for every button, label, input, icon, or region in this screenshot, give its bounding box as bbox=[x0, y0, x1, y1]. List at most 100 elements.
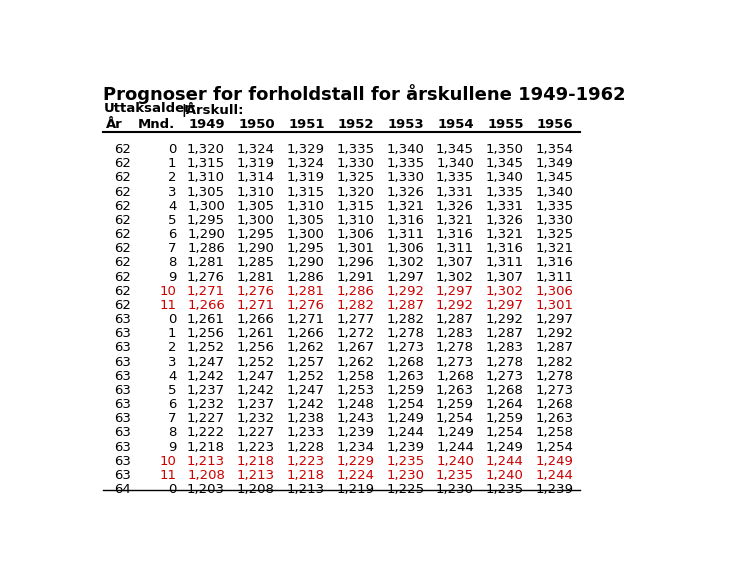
Text: 1,340: 1,340 bbox=[536, 186, 574, 199]
Text: 1,301: 1,301 bbox=[336, 242, 374, 255]
Text: 1952: 1952 bbox=[338, 118, 374, 131]
Text: |Årskull:: |Årskull: bbox=[181, 102, 243, 117]
Text: 1,237: 1,237 bbox=[187, 384, 225, 397]
Text: 1,290: 1,290 bbox=[187, 228, 225, 241]
Text: 1,297: 1,297 bbox=[386, 270, 424, 284]
Text: 1,256: 1,256 bbox=[237, 342, 275, 354]
Text: 1,330: 1,330 bbox=[386, 172, 424, 185]
Text: 1,281: 1,281 bbox=[187, 256, 225, 269]
Text: 1,276: 1,276 bbox=[237, 285, 275, 298]
Text: 63: 63 bbox=[114, 384, 131, 397]
Text: 2: 2 bbox=[168, 342, 176, 354]
Text: 1,234: 1,234 bbox=[336, 440, 374, 454]
Text: 1,316: 1,316 bbox=[386, 214, 424, 227]
Text: 1,335: 1,335 bbox=[485, 186, 524, 199]
Text: 1,272: 1,272 bbox=[336, 327, 374, 340]
Text: 1955: 1955 bbox=[488, 118, 524, 131]
Text: 1,223: 1,223 bbox=[237, 440, 275, 454]
Text: 1,247: 1,247 bbox=[237, 370, 275, 383]
Text: 1,271: 1,271 bbox=[237, 299, 275, 312]
Text: 1,315: 1,315 bbox=[287, 186, 324, 199]
Text: 1,249: 1,249 bbox=[386, 412, 424, 425]
Text: 1,273: 1,273 bbox=[535, 384, 574, 397]
Text: 1,282: 1,282 bbox=[536, 356, 574, 369]
Text: 5: 5 bbox=[168, 214, 176, 227]
Text: 1,232: 1,232 bbox=[187, 398, 225, 411]
Text: 1,218: 1,218 bbox=[287, 469, 324, 482]
Text: 1,340: 1,340 bbox=[436, 157, 474, 171]
Text: 1,296: 1,296 bbox=[336, 256, 374, 269]
Text: 1,345: 1,345 bbox=[536, 172, 574, 185]
Text: 1,305: 1,305 bbox=[187, 186, 225, 199]
Text: 62: 62 bbox=[114, 186, 131, 199]
Text: 1,330: 1,330 bbox=[336, 157, 374, 171]
Text: 1,290: 1,290 bbox=[237, 242, 275, 255]
Text: 1,267: 1,267 bbox=[336, 342, 374, 354]
Text: 1,314: 1,314 bbox=[237, 172, 275, 185]
Text: 1,268: 1,268 bbox=[536, 398, 574, 411]
Text: 64: 64 bbox=[114, 483, 131, 496]
Text: 1,278: 1,278 bbox=[486, 356, 524, 369]
Text: 1,311: 1,311 bbox=[386, 228, 424, 241]
Text: 1,295: 1,295 bbox=[237, 228, 275, 241]
Text: 1,252: 1,252 bbox=[237, 356, 275, 369]
Text: 1,311: 1,311 bbox=[535, 270, 574, 284]
Text: 1,249: 1,249 bbox=[486, 440, 524, 454]
Text: 63: 63 bbox=[114, 356, 131, 369]
Text: 1,208: 1,208 bbox=[237, 483, 275, 496]
Text: 1,228: 1,228 bbox=[287, 440, 324, 454]
Text: Prognoser for forholdstall for årskullene 1949-1962: Prognoser for forholdstall for årskullen… bbox=[104, 84, 626, 103]
Text: 1,237: 1,237 bbox=[237, 398, 275, 411]
Text: 1,321: 1,321 bbox=[436, 214, 474, 227]
Text: 1,311: 1,311 bbox=[436, 242, 474, 255]
Text: 1,242: 1,242 bbox=[187, 370, 225, 383]
Text: 62: 62 bbox=[114, 228, 131, 241]
Text: 1,306: 1,306 bbox=[386, 242, 424, 255]
Text: 1,295: 1,295 bbox=[287, 242, 324, 255]
Text: 1,230: 1,230 bbox=[436, 483, 474, 496]
Text: 1,326: 1,326 bbox=[386, 186, 424, 199]
Text: 1,243: 1,243 bbox=[336, 412, 374, 425]
Text: 1,297: 1,297 bbox=[436, 285, 474, 298]
Text: 1,282: 1,282 bbox=[386, 313, 424, 326]
Text: 1,268: 1,268 bbox=[386, 356, 424, 369]
Text: 63: 63 bbox=[114, 412, 131, 425]
Text: 4: 4 bbox=[168, 200, 176, 213]
Text: 5: 5 bbox=[168, 384, 176, 397]
Text: 1,259: 1,259 bbox=[386, 384, 424, 397]
Text: 1,249: 1,249 bbox=[536, 455, 574, 468]
Text: 6: 6 bbox=[168, 398, 176, 411]
Text: 1,239: 1,239 bbox=[536, 483, 574, 496]
Text: 1,325: 1,325 bbox=[336, 172, 374, 185]
Text: 1,302: 1,302 bbox=[436, 270, 474, 284]
Text: 62: 62 bbox=[114, 143, 131, 156]
Text: 1,247: 1,247 bbox=[287, 384, 324, 397]
Text: Mnd.: Mnd. bbox=[138, 118, 175, 131]
Text: 1950: 1950 bbox=[238, 118, 275, 131]
Text: 1: 1 bbox=[168, 327, 176, 340]
Text: 63: 63 bbox=[114, 426, 131, 439]
Text: 1,295: 1,295 bbox=[187, 214, 225, 227]
Text: 1,254: 1,254 bbox=[386, 398, 424, 411]
Text: 1,325: 1,325 bbox=[535, 228, 574, 241]
Text: 0: 0 bbox=[168, 483, 176, 496]
Text: 1,244: 1,244 bbox=[436, 440, 474, 454]
Text: 1,287: 1,287 bbox=[386, 299, 424, 312]
Text: 1,259: 1,259 bbox=[436, 398, 474, 411]
Text: 1,350: 1,350 bbox=[486, 143, 524, 156]
Text: 1,310: 1,310 bbox=[336, 214, 374, 227]
Text: 0: 0 bbox=[168, 313, 176, 326]
Text: 1,335: 1,335 bbox=[436, 172, 474, 185]
Text: 1,292: 1,292 bbox=[536, 327, 574, 340]
Text: 1,233: 1,233 bbox=[287, 426, 324, 439]
Text: 1,335: 1,335 bbox=[336, 143, 374, 156]
Text: 1,278: 1,278 bbox=[386, 327, 424, 340]
Text: 1,273: 1,273 bbox=[436, 356, 474, 369]
Text: 1,316: 1,316 bbox=[436, 228, 474, 241]
Text: 1,300: 1,300 bbox=[187, 200, 225, 213]
Text: 1,213: 1,213 bbox=[237, 469, 275, 482]
Text: 62: 62 bbox=[114, 172, 131, 185]
Text: 1,292: 1,292 bbox=[436, 299, 474, 312]
Text: 1,262: 1,262 bbox=[336, 356, 374, 369]
Text: Uttaksalder:: Uttaksalder: bbox=[104, 102, 197, 114]
